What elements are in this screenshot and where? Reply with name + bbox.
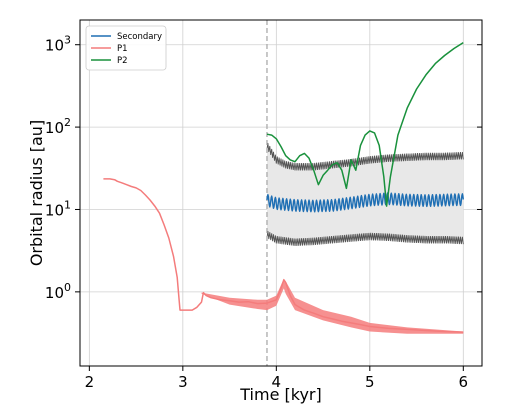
legend-label: P2 [117,56,128,66]
y-tick-label: 100 [45,281,71,302]
y-tick-label: 101 [45,198,71,219]
y-tick-exponent: 2 [64,116,71,129]
x-tick-label: 4 [272,373,282,391]
y-axis-label: Orbital radius [au] [27,120,46,266]
series-line-p2 [266,41,464,207]
x-tick-label: 2 [85,373,95,391]
series-band-p1 [201,278,464,334]
y-tick-label: 103 [45,34,71,55]
x-tick-label: 3 [178,373,188,391]
envelope-lower-edge [266,231,464,247]
series-line-p1 [103,178,464,333]
x-tick-label: 6 [459,373,469,391]
y-tick-exponent: 3 [64,34,71,47]
envelope-band [266,20,464,366]
y-tick-base: 10 [45,37,64,55]
y-tick-label: 102 [45,116,71,137]
legend: Secondary P1 P2 [85,25,167,71]
x-tick-label: 5 [365,373,375,391]
y-tick-exponent: 1 [64,198,71,211]
y-tick-base: 10 [45,284,64,302]
legend-label: P1 [117,44,128,54]
legend-label: Secondary [117,32,162,42]
legend-box [85,25,167,71]
y-tick-exponent: 0 [64,281,71,294]
plot-frame [79,19,483,367]
y-tick-base: 10 [45,201,64,219]
envelope-upper-edge [266,143,464,171]
y-tick-base: 10 [45,119,64,137]
x-axis-label: Time [kyr] [239,385,321,404]
series-lines [103,41,464,334]
series-line-secondary [266,192,464,213]
